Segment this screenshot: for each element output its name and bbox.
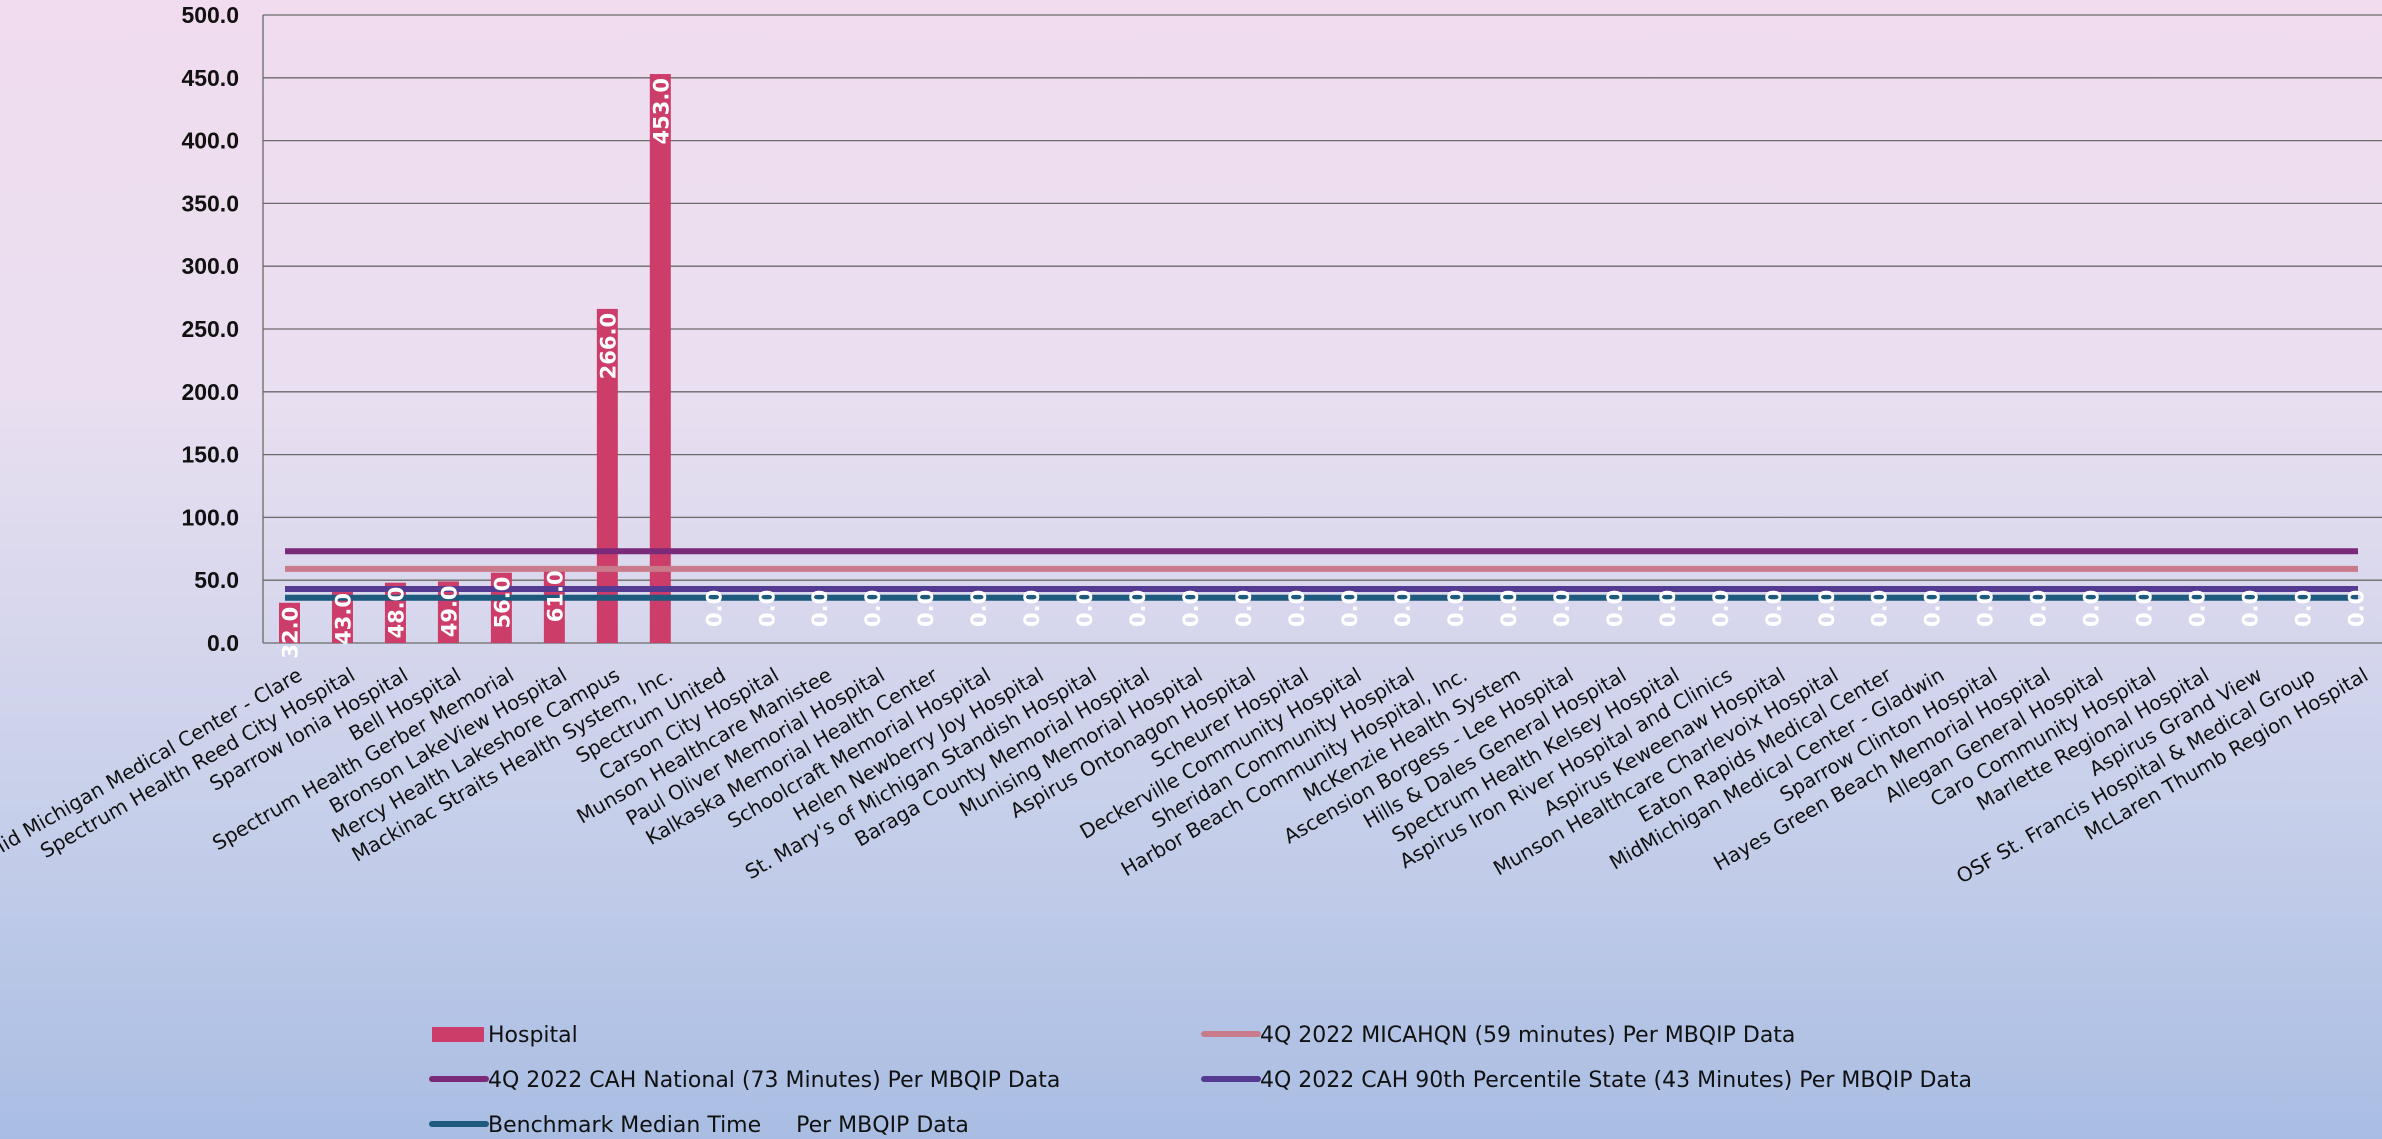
y-tick-label: 300.0 — [181, 253, 239, 279]
data-label: 32.0 — [278, 607, 302, 659]
bar — [278, 602, 300, 643]
y-tick-label: 0.0 — [207, 630, 239, 656]
data-label: 48.0 — [384, 587, 408, 639]
y-tick-label: 400.0 — [181, 128, 239, 154]
data-label: 0.0 — [2186, 590, 2210, 627]
data-label: 0.0 — [1179, 590, 1203, 627]
data-label: 0.0 — [1391, 590, 1415, 627]
data-label: 453.0 — [649, 78, 673, 144]
data-label: 0.0 — [2292, 590, 2316, 627]
bar — [543, 566, 565, 643]
bar — [649, 74, 671, 644]
data-label: 61.0 — [543, 570, 567, 622]
bar — [331, 588, 353, 643]
data-label: 0.0 — [1073, 590, 1097, 627]
data-label: 0.0 — [2027, 590, 2051, 627]
data-label: 0.0 — [2239, 590, 2263, 627]
data-label: 0.0 — [1338, 590, 1362, 627]
y-tick-label: 50.0 — [194, 567, 239, 593]
data-label: 49.0 — [437, 585, 461, 637]
legend-label: 4Q 2022 CAH National (73 Minutes) Per MB… — [488, 1068, 1060, 1093]
y-tick-label: 500.0 — [181, 2, 239, 28]
data-label: 0.0 — [1444, 590, 1468, 627]
y-tick-label: 100.0 — [181, 504, 239, 530]
data-label: 0.0 — [914, 590, 938, 627]
legend-label: Benchmark Median Time Per MBQIP Data — [488, 1113, 969, 1138]
data-label: 56.0 — [490, 577, 514, 629]
data-label: 266.0 — [596, 313, 620, 379]
data-labels: 32.0 43.0 48.0 49.0 56.0 61.0 266.0 453.0 0.0 0.0… — [278, 78, 2368, 659]
data-label: 0.0 — [2080, 590, 2104, 627]
data-label: 0.0 — [1126, 590, 1150, 627]
data-label: 0.0 — [1603, 590, 1627, 627]
data-label: 0.0 — [1232, 590, 1256, 627]
y-tick-label: 350.0 — [181, 190, 239, 216]
data-label: 0.0 — [1497, 590, 1521, 627]
data-label: 0.0 — [1656, 590, 1680, 627]
y-tick-label: 200.0 — [181, 379, 239, 405]
data-label: 0.0 — [1285, 590, 1309, 627]
x-tick-label: Spectrum Health Reed City Hospital — [36, 663, 359, 863]
data-label: 0.0 — [2345, 590, 2369, 627]
data-label: 0.0 — [702, 590, 726, 627]
data-label: 0.0 — [1815, 590, 1839, 627]
legend: Hospital 4Q 2022 MICAHQN (59 minutes) Per… — [429, 1023, 1972, 1138]
data-label: 0.0 — [808, 590, 832, 627]
y-tick-label: 450.0 — [181, 65, 239, 91]
data-label: 0.0 — [1762, 590, 1786, 627]
y-tick-label: 150.0 — [181, 442, 239, 468]
data-label: 0.0 — [1868, 590, 1892, 627]
data-label: 0.0 — [2133, 590, 2157, 627]
data-label: 43.0 — [331, 593, 355, 645]
y-tick-label: 250.0 — [181, 316, 239, 342]
bar — [596, 308, 618, 643]
legend-swatch — [432, 1027, 484, 1042]
x-axis: Mid Michigan Medical Center - ClareSpect… — [0, 662, 2372, 888]
reference-lines — [285, 548, 2358, 601]
data-label: 0.0 — [1709, 590, 1733, 627]
data-label: 0.0 — [1921, 590, 1945, 627]
legend-label: 4Q 2022 CAH 90th Percentile State (43 Mi… — [1260, 1068, 1972, 1093]
data-label: 0.0 — [755, 590, 779, 627]
y-axis: 0.0 50.0 100.0 150.0 200.0 250.0 300.0 350.0 400… — [181, 2, 264, 656]
data-label: 0.0 — [1550, 590, 1574, 627]
data-label: 0.0 — [1974, 590, 1998, 627]
data-label: 0.0 — [1020, 590, 1044, 627]
legend-label: Hospital — [488, 1023, 578, 1048]
data-label: 0.0 — [861, 590, 885, 627]
legend-label: 4Q 2022 MICAHQN (59 minutes) Per MBQIP D… — [1260, 1023, 1795, 1048]
data-label: 0.0 — [967, 590, 991, 627]
